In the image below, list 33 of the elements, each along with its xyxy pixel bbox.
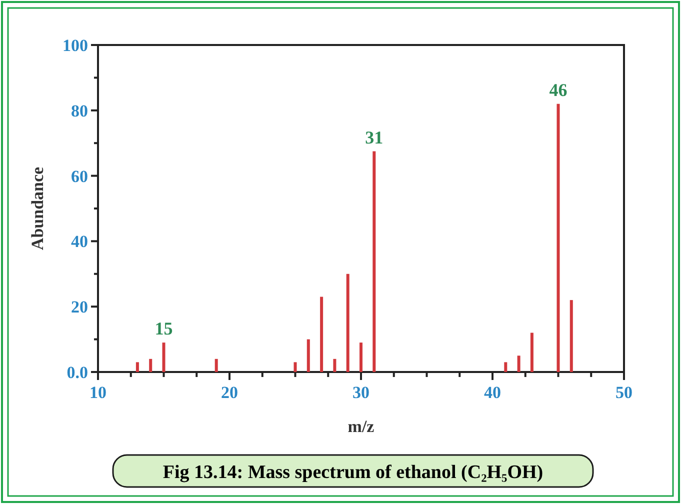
bar <box>360 342 362 372</box>
bar <box>346 274 350 372</box>
y-tick-label: 60 <box>71 166 88 186</box>
x-tick-label: 40 <box>484 383 501 402</box>
bar <box>320 296 324 372</box>
x-tick-label: 50 <box>616 383 632 402</box>
x-tick-label: 20 <box>221 383 238 402</box>
x-axis-title: m/z <box>348 417 375 436</box>
y-tick-label: 0.0 <box>66 363 88 382</box>
y-tick-label: 20 <box>71 298 88 317</box>
annotation: 15 <box>154 318 173 339</box>
bar <box>372 151 376 372</box>
y-tick-label: 40 <box>71 232 88 252</box>
y-tick-label: 100 <box>62 36 88 55</box>
bar <box>530 332 534 372</box>
bar <box>556 104 560 372</box>
bar <box>149 358 152 372</box>
x-tick-label: 10 <box>90 383 106 402</box>
y-tick-label: 80 <box>71 101 88 120</box>
bar <box>306 339 310 372</box>
annotation: 46 <box>549 80 568 100</box>
bar <box>504 362 508 372</box>
bar <box>214 358 218 372</box>
x-tick-label: 30 <box>352 383 370 402</box>
bar <box>136 362 139 372</box>
bar <box>333 358 336 372</box>
bar <box>294 362 297 372</box>
bar <box>517 356 520 372</box>
y-axis-title: Abundance <box>28 166 47 250</box>
bar <box>162 342 166 372</box>
annotation: 31 <box>365 127 384 148</box>
text: Fig 13.14: Mass spectrum of ethanol (C₂H₅OH) <box>162 462 544 483</box>
bar <box>570 300 573 372</box>
